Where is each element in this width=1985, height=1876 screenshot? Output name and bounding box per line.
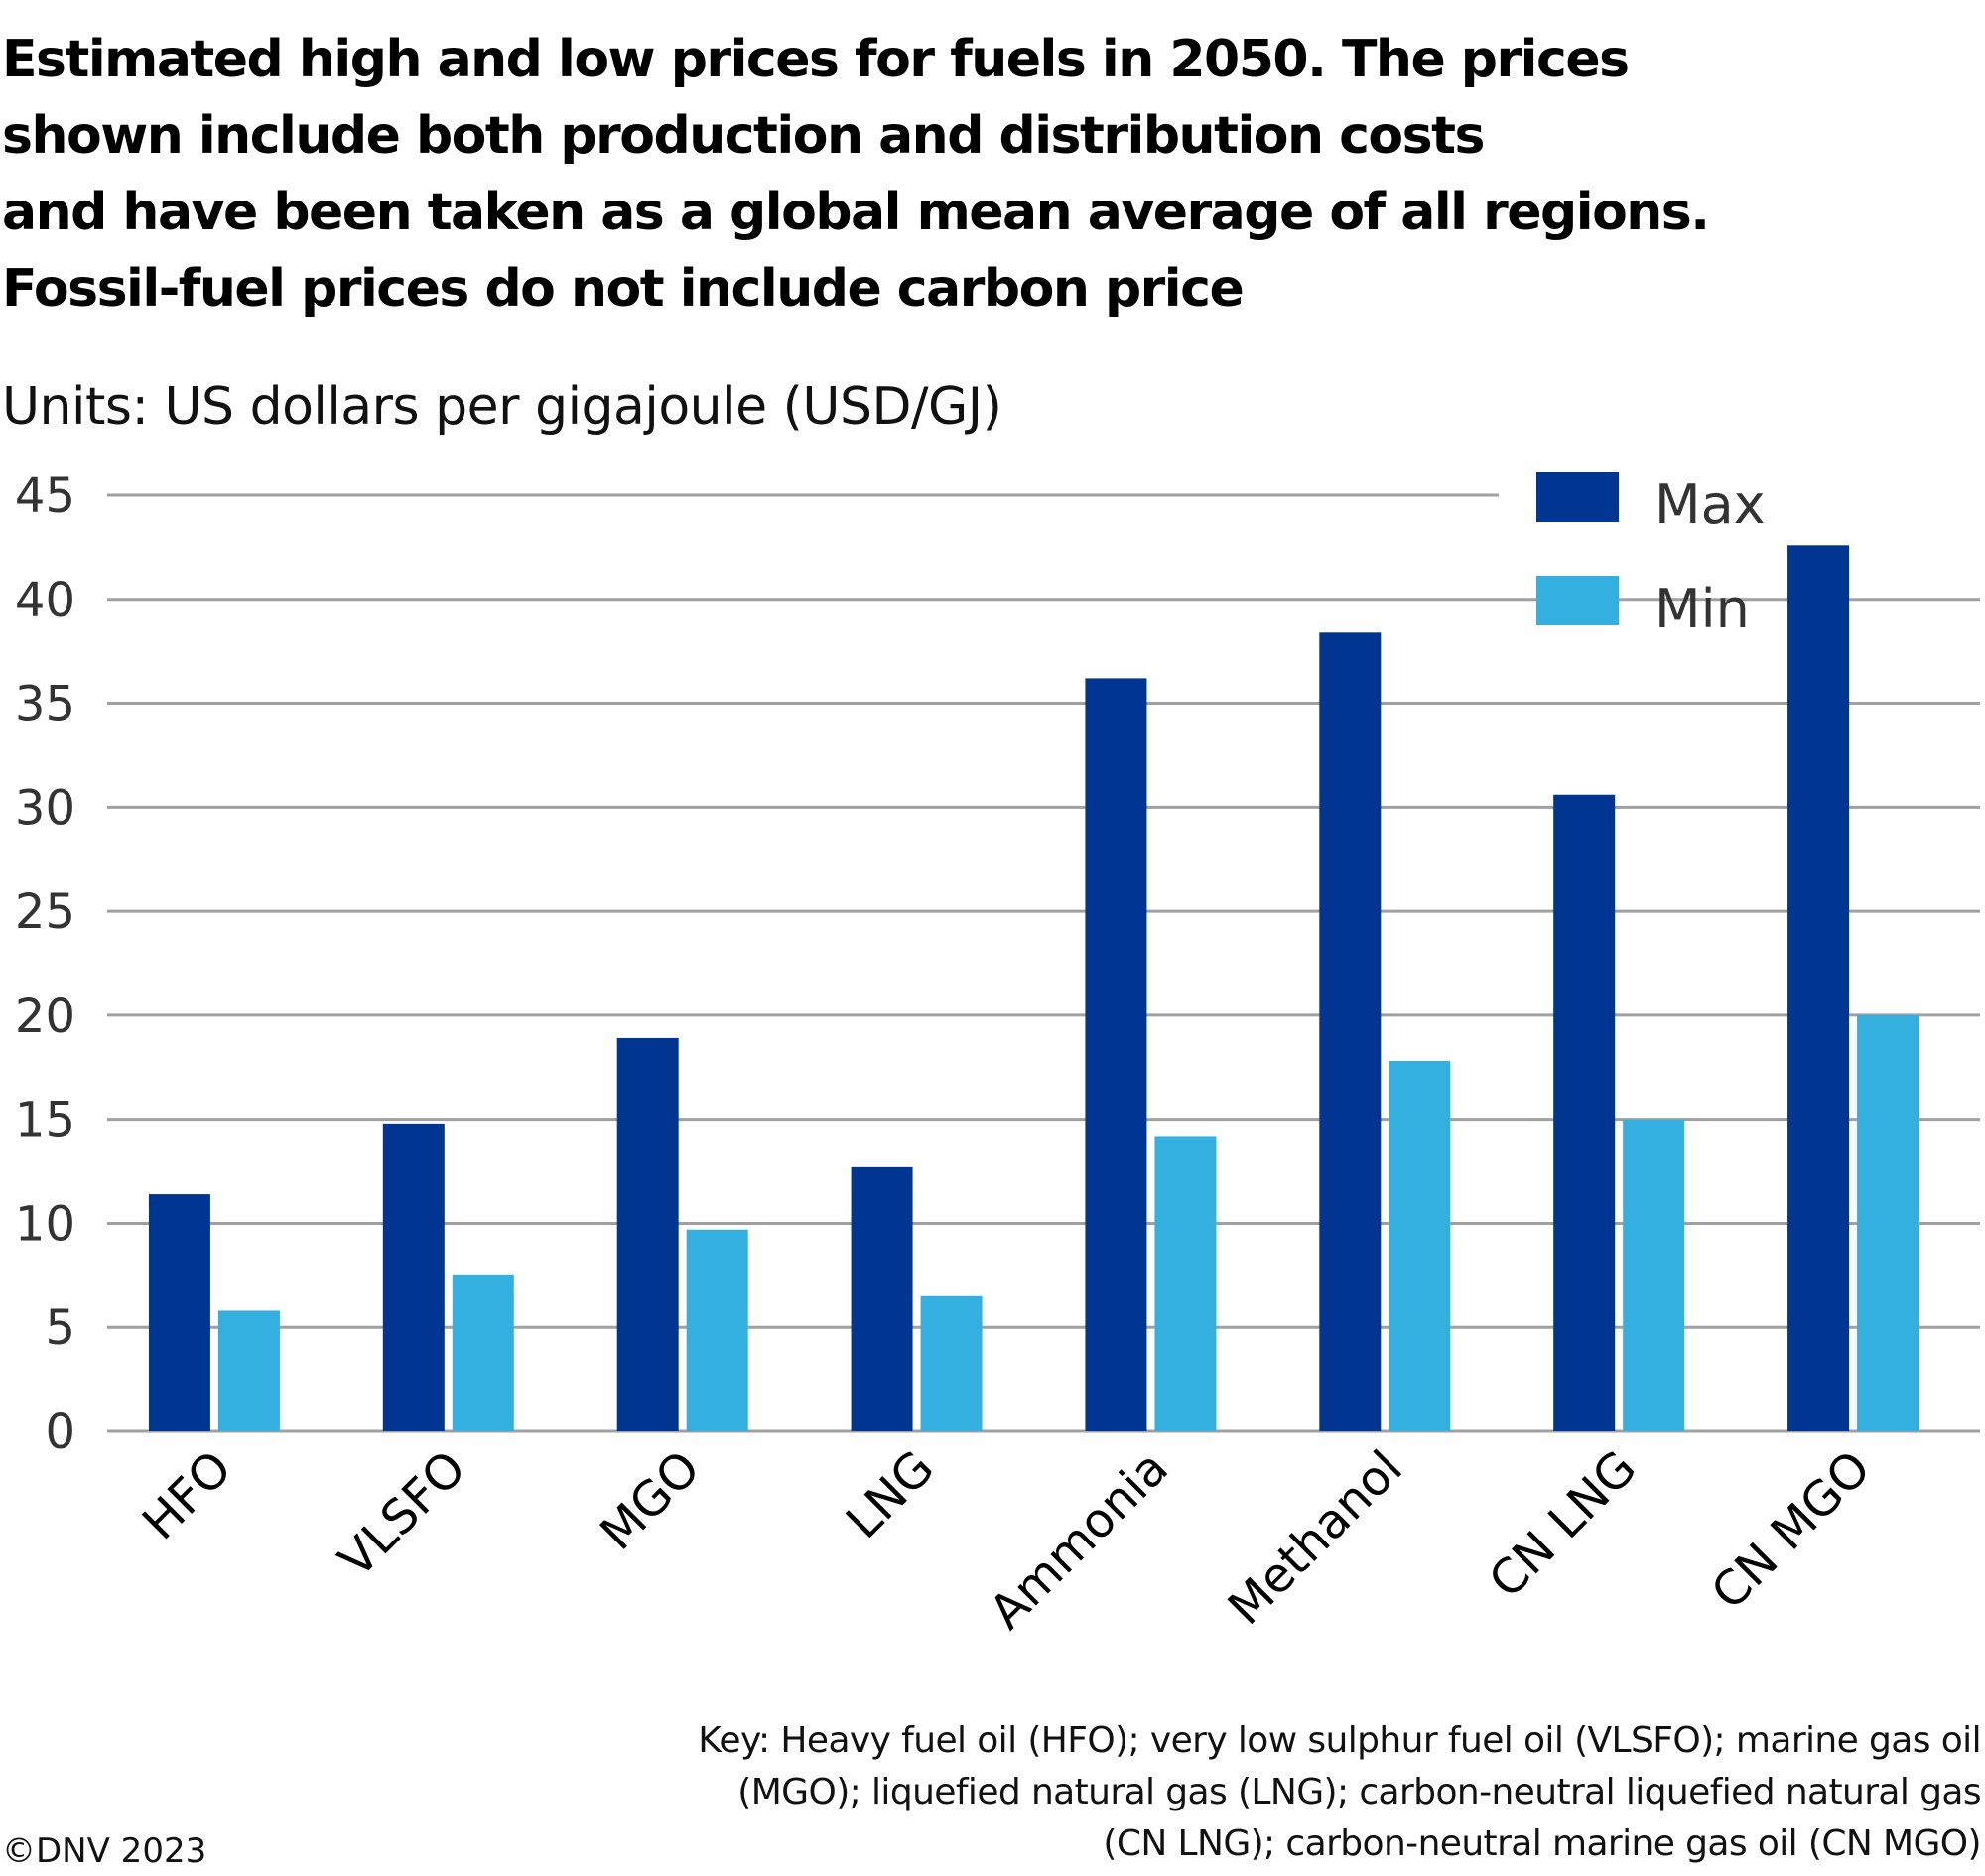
x-tick-label: Methanol <box>1218 1440 1413 1636</box>
key-line: (CN LNG); carbon-neutral marine gas oil … <box>1103 1823 1981 1864</box>
x-axis-ticks: HFO VLSFO MGO LNG Ammonia Methanol CN LNG CN MG… <box>132 1440 1881 1640</box>
legend-swatch-min <box>1536 576 1619 625</box>
x-tick-label: LNG <box>836 1440 945 1549</box>
bar-max-mgo <box>616 1037 679 1431</box>
bar-max-cn-lng <box>1553 794 1616 1431</box>
y-tick-label: 25 <box>15 884 75 940</box>
y-tick-label: 30 <box>15 780 75 836</box>
y-tick-label: 45 <box>15 469 75 524</box>
y-tick-label: 40 <box>15 573 75 628</box>
x-tick-label: Ammonia <box>979 1440 1178 1640</box>
bar-min-mgo <box>686 1229 748 1431</box>
bar-max-hfo <box>148 1194 210 1431</box>
x-tick-label: CN LNG <box>1479 1440 1648 1609</box>
bar-max-lng <box>851 1166 913 1431</box>
bar-min-hfo <box>217 1310 280 1431</box>
copyright: ©DNV 2023 <box>2 1831 207 1871</box>
key-line: (MGO); liquefied natural gas (LNG); carb… <box>737 1772 1981 1812</box>
key-footnote: Key: Heavy fuel oil (HFO); very low sulp… <box>294 1715 1981 1870</box>
bar-max-ammonia <box>1085 678 1147 1431</box>
bar-max-methanol <box>1319 632 1382 1431</box>
title-line: shown include both production and distri… <box>2 106 1485 166</box>
bar-min-cn-lng <box>1623 1119 1685 1431</box>
y-axis-ticks: 0 5 10 15 20 25 30 35 40 45 <box>15 469 75 1460</box>
legend: Max Min <box>1536 472 1766 640</box>
legend-label-min: Min <box>1654 578 1750 640</box>
y-tick-label: 0 <box>45 1405 75 1460</box>
x-tick-label: CN MGO <box>1701 1440 1882 1621</box>
chart-title: Estimated high and low prices for fuels … <box>2 22 1977 328</box>
legend-label-max: Max <box>1654 473 1766 536</box>
title-line: and have been taken as a global mean ave… <box>2 183 1710 242</box>
bar-min-lng <box>920 1295 983 1431</box>
bar-max-vlsfo <box>382 1123 445 1431</box>
key-line: Key: Heavy fuel oil (HFO); very low sulp… <box>698 1720 1981 1761</box>
y-tick-label: 20 <box>15 989 75 1044</box>
title-line: Estimated high and low prices for fuels … <box>2 30 1630 89</box>
gridlines <box>107 493 1980 1433</box>
title-line: Fossil-fuel prices do not include carbon… <box>2 259 1245 319</box>
y-tick-label: 15 <box>15 1093 75 1148</box>
bars <box>148 545 1919 1431</box>
bar-max-cn-mgo <box>1787 545 1850 1431</box>
x-tick-label: HFO <box>132 1440 242 1550</box>
x-tick-label: MGO <box>590 1440 711 1561</box>
bar-min-vlsfo <box>452 1274 514 1431</box>
bar-min-cn-mgo <box>1857 1014 1919 1431</box>
units-label: Units: US dollars per gigajoule (USD/GJ) <box>2 377 1002 437</box>
x-tick-label: VLSFO <box>329 1440 477 1589</box>
y-tick-label: 5 <box>45 1300 75 1356</box>
bar-min-methanol <box>1389 1060 1451 1431</box>
y-tick-label: 35 <box>15 677 75 733</box>
y-tick-label: 10 <box>15 1196 75 1252</box>
legend-swatch-max <box>1536 472 1619 522</box>
bar-min-ammonia <box>1154 1136 1217 1431</box>
